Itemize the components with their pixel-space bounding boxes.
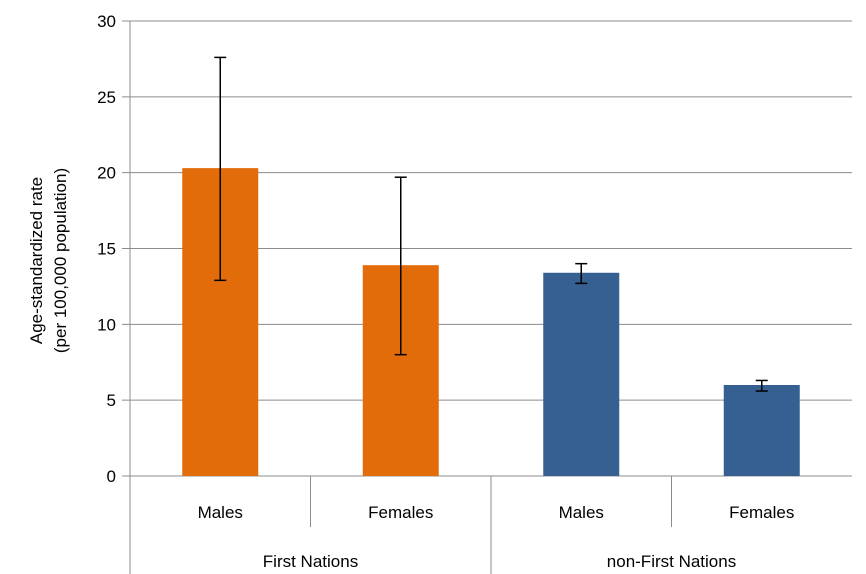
bars: [182, 168, 800, 476]
y-tick-label: 25: [97, 88, 116, 107]
bar: [723, 385, 800, 476]
y-axis-title-line: Age-standardized rate: [27, 177, 46, 344]
x-category-label: Males: [559, 503, 604, 522]
y-tick-label: 5: [107, 391, 116, 410]
x-category-label: Females: [368, 503, 433, 522]
error-bar: [575, 262, 588, 285]
error-bar: [394, 176, 407, 356]
bar: [543, 272, 620, 476]
x-category-label: Females: [729, 503, 794, 522]
x-category-label: Males: [198, 503, 243, 522]
error-bars: [214, 56, 768, 392]
x-group-label: non-First Nations: [607, 552, 736, 571]
y-axis-ticks: 0 5 10 15 20 25 30: [97, 12, 116, 486]
x-group-label: First Nations: [263, 552, 358, 571]
y-tick-label: 30: [97, 12, 116, 31]
error-bar: [214, 56, 227, 282]
y-axis-title: Age-standardized rate (per 100,000 popula…: [27, 168, 70, 353]
y-tick-label: 0: [107, 467, 116, 486]
y-tick-label: 15: [97, 240, 116, 259]
y-tick-label: 10: [97, 315, 116, 334]
y-axis-title-line: (per 100,000 population): [51, 168, 70, 353]
x-axis: Males Females Males Females First Nations non…: [129, 21, 794, 574]
error-bar: [755, 379, 768, 392]
y-tick-label: 20: [97, 164, 116, 183]
